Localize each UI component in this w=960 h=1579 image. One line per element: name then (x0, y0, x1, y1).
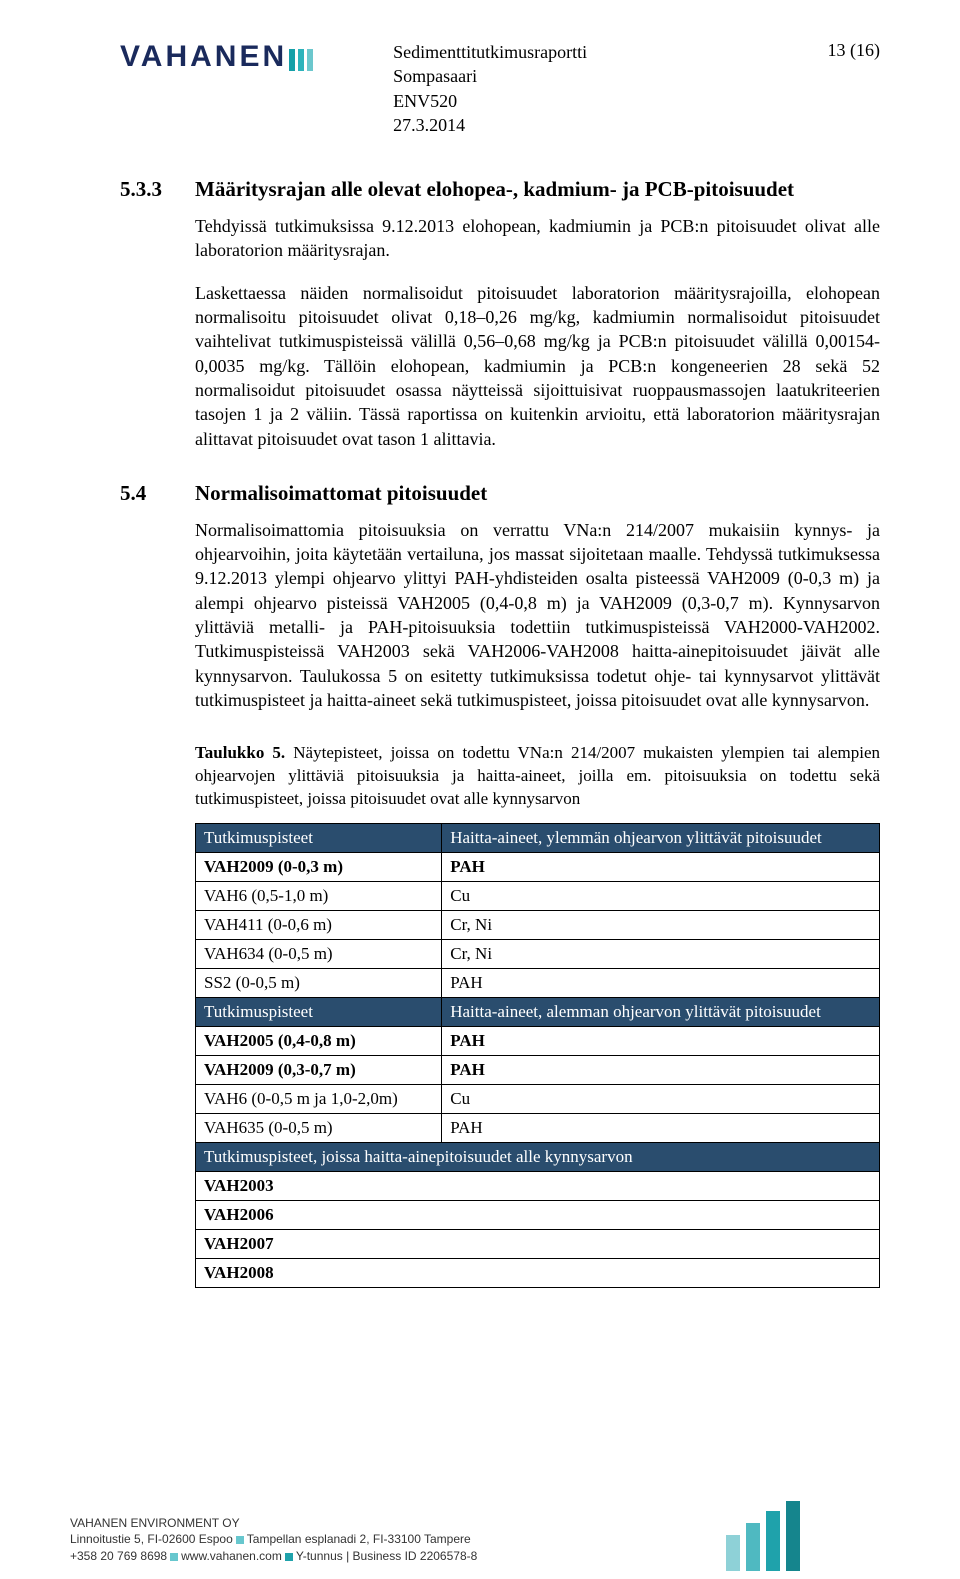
table-cell: Cr, Ni (442, 940, 880, 969)
table-cell: VAH2009 (0,3-0,7 m) (196, 1056, 442, 1085)
table-header-cell: Tutkimuspisteet (196, 824, 442, 853)
table-caption-bold: Taulukko 5. (195, 743, 285, 762)
header-meta: Sedimenttitutkimusraportti Sompasaari EN… (393, 40, 587, 137)
table-cell: VAH635 (0-0,5 m) (196, 1114, 442, 1143)
footer-bar (726, 1535, 740, 1571)
table-cell: VAH2009 (0-0,3 m) (196, 853, 442, 882)
footer-bars (726, 1501, 800, 1571)
table-cell: VAH6 (0-0,5 m ja 1,0-2,0m) (196, 1085, 442, 1114)
table-caption: Taulukko 5. Näytepisteet, joissa on tode… (195, 742, 880, 811)
table-cell: PAH (442, 1114, 880, 1143)
footer-bar (786, 1501, 800, 1571)
table-cell: PAH (442, 1056, 880, 1085)
doc-subtitle: Sompasaari (393, 64, 587, 88)
table-cell: Cu (442, 1085, 880, 1114)
page-number: 13 (16) (828, 40, 881, 61)
table-5: TutkimuspisteetHaitta-aineet, ylemmän oh… (195, 823, 880, 1288)
table-cell: Cu (442, 882, 880, 911)
table-header-cell: Haitta-aineet, ylemmän ohjearvon ylittäv… (442, 824, 880, 853)
footer-bar (746, 1523, 760, 1571)
table-cell: VAH2003 (196, 1172, 880, 1201)
heading-text: Normalisoimattomat pitoisuudet (195, 481, 487, 506)
footer-bar (766, 1511, 780, 1571)
para-2: Laskettaessa näiden normalisoidut pitois… (195, 281, 880, 451)
doc-date: 27.3.2014 (393, 113, 587, 137)
table-cell: VAH634 (0-0,5 m) (196, 940, 442, 969)
table-header-cell: Haitta-aineet, alemman ohjearvon ylittäv… (442, 998, 880, 1027)
table-header-cell: Tutkimuspisteet (196, 998, 442, 1027)
table-cell: SS2 (0-0,5 m) (196, 969, 442, 998)
table-cell: PAH (442, 853, 880, 882)
table-cell: VAH2008 (196, 1259, 880, 1288)
para-1: Tehdyissä tutkimuksissa 9.12.2013 elohop… (195, 214, 880, 263)
heading-533: 5.3.3 Määritysrajan alle olevat elohopea… (120, 177, 880, 202)
table-cell: VAH2005 (0,4-0,8 m) (196, 1027, 442, 1056)
table-span-cell: Tutkimuspisteet, joissa haitta-ainepitoi… (196, 1143, 880, 1172)
table-caption-rest: Näytepisteet, joissa on todettu VNa:n 21… (195, 743, 880, 808)
logo-text: VAHANEN (120, 40, 287, 74)
table-cell: PAH (442, 969, 880, 998)
heading-54: 5.4 Normalisoimattomat pitoisuudet (120, 481, 880, 506)
table-cell: VAH2006 (196, 1201, 880, 1230)
table-cell: VAH2007 (196, 1230, 880, 1259)
table-cell: PAH (442, 1027, 880, 1056)
heading-text: Määritysrajan alle olevat elohopea-, kad… (195, 177, 794, 202)
doc-code: ENV520 (393, 89, 587, 113)
para-3: Normalisoimattomia pitoisuuksia on verra… (195, 518, 880, 712)
heading-num: 5.3.3 (120, 177, 195, 202)
heading-num: 5.4 (120, 481, 195, 506)
table-cell: VAH411 (0-0,6 m) (196, 911, 442, 940)
table-cell: Cr, Ni (442, 911, 880, 940)
doc-title: Sedimenttitutkimusraportti (393, 40, 587, 64)
logo-bars (289, 49, 313, 71)
logo: VAHANEN (120, 40, 313, 74)
table-cell: VAH6 (0,5-1,0 m) (196, 882, 442, 911)
